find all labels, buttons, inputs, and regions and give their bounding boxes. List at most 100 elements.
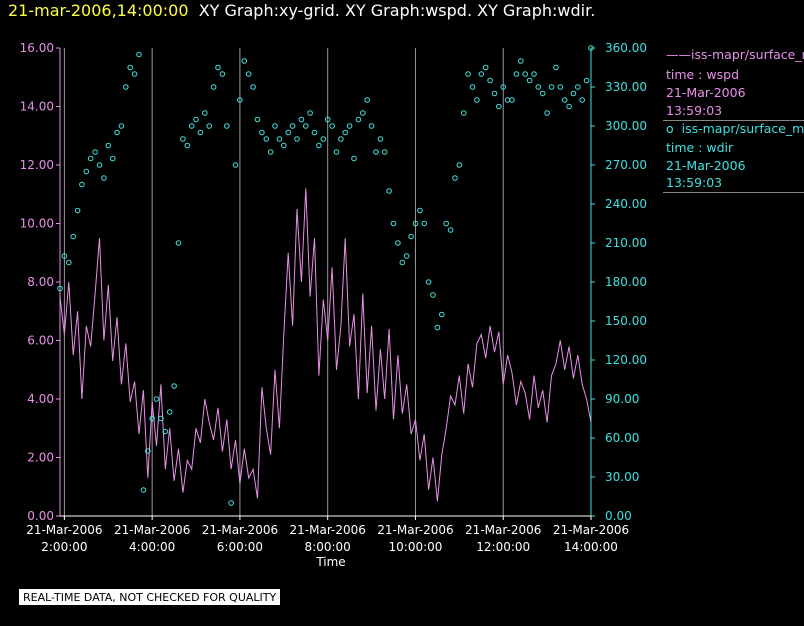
x-tick-date: 21-Mar-2006 <box>202 523 278 537</box>
x-tick-date: 21-Mar-2006 <box>553 523 629 537</box>
wdir-data-point <box>583 77 590 84</box>
wdir-data-point <box>74 207 81 214</box>
legend-wspd-source: ——iss-mapr/surface_m <box>666 47 804 62</box>
wdir-data-point <box>140 487 147 493</box>
wdir-data-point <box>390 220 397 227</box>
wdir-data-point <box>469 84 476 90</box>
x-tick-date: 21-Mar-2006 <box>26 523 102 537</box>
wdir-data-point <box>518 58 524 64</box>
legend-wdir-point-marker: o <box>666 121 674 136</box>
y-right-tick-label: 60.00 <box>605 431 639 445</box>
wdir-data-point <box>311 129 318 136</box>
wdir-data-point <box>570 90 577 97</box>
wdir-data-point <box>145 448 151 454</box>
chart-axes: 0.00 2.00 4.00 6.00 8.00 10.00 12.00 14.00 16.00… <box>20 41 647 554</box>
wdir-data-point <box>329 123 335 129</box>
wdir-data-point <box>425 279 432 285</box>
wdir-data-point <box>465 71 471 77</box>
wdir-data-point <box>202 110 208 116</box>
wdir-data-point <box>447 227 454 233</box>
wdir-data-point <box>166 409 173 415</box>
wdir-data-point <box>303 123 309 129</box>
wdir-data-point <box>96 162 103 168</box>
wdir-data-point <box>355 116 362 123</box>
wdir-data-point <box>434 324 441 331</box>
wdir-data-point <box>298 116 305 123</box>
wdir-data-point <box>439 311 445 318</box>
y-left-tick-label: 6.00 <box>27 334 54 348</box>
legend-wspd-line-marker: —— <box>666 47 691 62</box>
wdir-data-point <box>193 116 199 123</box>
x-tick-date: 21-Mar-2006 <box>114 523 190 537</box>
vertical-grid <box>63 48 592 516</box>
wdir-data-point <box>399 259 406 266</box>
wdir-data-point <box>70 233 76 240</box>
legend-wspd-time: 13:59:03 <box>666 103 723 118</box>
wdir-data-point <box>61 253 68 259</box>
wdir-data-point <box>403 253 410 259</box>
wdir-data-point <box>417 207 423 214</box>
legend-wdir-date: 21-Mar-2006 <box>666 158 746 173</box>
wdir-data-point <box>443 220 450 227</box>
wdir-data-point <box>513 71 520 77</box>
chart-title: 21-mar-2006,14:00:00 XY Graph:xy-grid. X… <box>8 1 595 20</box>
wdir-data-point <box>158 415 164 422</box>
wdir-data-point <box>386 188 392 194</box>
wdir-data-point <box>175 240 182 246</box>
wdir-data-point <box>206 123 212 129</box>
wdir-data-point <box>237 97 243 103</box>
wdir-data-point <box>272 123 278 129</box>
wdir-data-point <box>346 123 353 129</box>
wdir-data-point <box>281 142 287 149</box>
wdir-data-point <box>561 97 568 103</box>
wdir-data-point <box>482 64 489 71</box>
y-left-tick-label: 8.00 <box>27 275 54 289</box>
wdir-data-point <box>316 142 322 149</box>
y-right-tick-label: 180.00 <box>605 275 647 289</box>
wspd-series-line <box>59 188 592 502</box>
wdir-data-point <box>452 175 458 181</box>
wdir-data-point <box>289 123 296 129</box>
wdir-data-point <box>478 71 485 77</box>
x-tick-time: 4:00:00 <box>129 540 175 554</box>
wdir-data-point <box>544 110 550 116</box>
y-left-tick-label: 10.00 <box>20 217 54 231</box>
legend-separator <box>663 192 804 193</box>
wdir-data-point <box>548 84 555 90</box>
series-layer <box>57 45 594 506</box>
wdir-data-point <box>526 77 533 84</box>
x-tick-time: 10:00:00 <box>389 540 443 554</box>
wdir-data-point <box>509 97 515 103</box>
legend-separator <box>663 120 804 121</box>
y-right-tick-label: 270.00 <box>605 158 647 172</box>
wdir-data-point <box>197 129 204 136</box>
wdir-data-point <box>430 292 436 298</box>
wdir-data-point <box>320 136 327 142</box>
wdir-data-point <box>351 155 357 162</box>
wdir-data-point <box>57 285 63 292</box>
wdir-data-point <box>276 136 283 142</box>
y-right-tick-label: 210.00 <box>605 236 647 250</box>
y-right-tick-label: 150.00 <box>605 314 647 328</box>
x-tick-time: 2:00:00 <box>41 540 87 554</box>
wdir-data-point <box>408 233 414 240</box>
wdir-data-point <box>373 149 379 155</box>
wdir-data-point <box>228 500 234 506</box>
wdir-data-point <box>105 142 112 149</box>
y-left-tick-label: 4.00 <box>27 392 54 406</box>
wdir-data-point <box>460 110 467 116</box>
wdir-data-point <box>136 51 142 58</box>
y-left-tick-label: 2.00 <box>27 451 54 465</box>
wdir-data-point <box>153 396 160 402</box>
wdir-data-point <box>118 123 125 129</box>
wdir-data-point <box>180 136 186 142</box>
wdir-data-point <box>109 155 116 162</box>
wdir-data-point <box>259 129 265 136</box>
y-left-tick-label: 0.00 <box>27 509 54 523</box>
wdir-data-point <box>83 168 90 175</box>
wdir-data-point <box>92 149 98 155</box>
wdir-data-point <box>241 58 248 64</box>
quality-disclaimer: REAL-TIME DATA, NOT CHECKED FOR QUALITY <box>19 589 281 605</box>
wdir-data-point <box>368 123 375 129</box>
